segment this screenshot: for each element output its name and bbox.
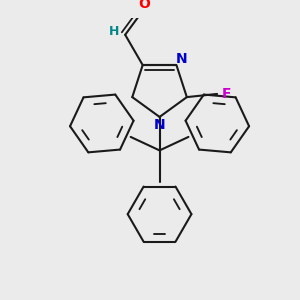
Text: F: F: [221, 87, 231, 101]
Text: H: H: [109, 25, 119, 38]
Text: N: N: [175, 52, 187, 66]
Text: O: O: [138, 0, 150, 11]
Text: N: N: [154, 118, 165, 132]
